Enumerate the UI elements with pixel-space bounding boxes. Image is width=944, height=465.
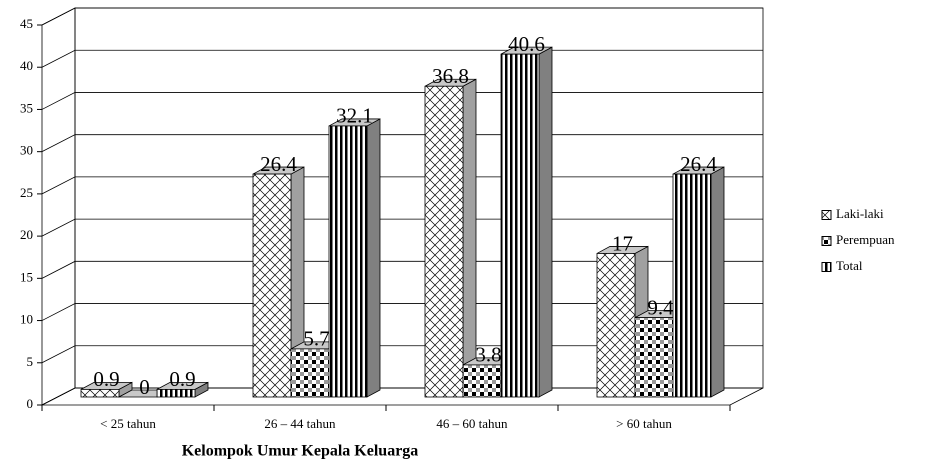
x-tick-label: 46 – 60 tahun [436,416,508,431]
bar-side [710,166,725,398]
x-tick-label: 26 – 44 tahun [264,416,336,431]
y-tick-label: 35 [20,100,33,115]
legend-swatch [821,210,832,220]
bar-side [538,46,553,398]
data-label: 26.4 [680,152,717,176]
legend-label: Total [836,258,863,273]
bar [328,125,368,398]
data-label: 26.4 [260,152,297,176]
legend-label: Perempuan [836,232,895,247]
grid-line [41,176,763,195]
data-label: 36.8 [432,64,469,88]
data-label: 0.9 [169,367,195,391]
y-tick-label: 20 [20,227,33,242]
legend-swatch [821,262,832,272]
bar [500,53,540,398]
y-tick-label: 30 [20,143,33,158]
y-tick-label: 0 [27,396,34,411]
x-tick-label: > 60 tahun [616,416,672,431]
data-label: 0.9 [93,367,119,391]
x-axis-title: Kelompok Umur Kepala Keluarga [182,443,419,460]
y-tick-label: 25 [20,185,33,200]
data-label: 9.4 [647,295,674,319]
grid-line [41,7,763,26]
y-tick-label: 40 [20,58,33,73]
grid-line [41,49,763,68]
data-label: 3.8 [475,343,501,367]
x-tick-label: < 25 tahun [100,416,156,431]
bar [462,364,502,398]
bar [252,173,292,398]
data-label: 0 [139,375,150,399]
bar [80,388,120,398]
left-wall [41,7,76,406]
bar-side [462,78,477,398]
bar [290,348,330,398]
legend-swatch [821,236,832,246]
data-label: 40.6 [508,32,545,56]
data-label: 32.1 [336,104,373,128]
grid-line [41,92,763,110]
bar [634,317,674,398]
grid-line [41,218,763,237]
bar [596,253,636,398]
bar [156,388,196,398]
legend-label: Laki-laki [836,206,884,221]
data-label: 17 [612,231,633,255]
bar [424,85,464,398]
y-tick-label: 15 [20,269,33,284]
bar-side [366,118,381,398]
y-tick-label: 10 [20,312,33,327]
grid-line [41,134,763,153]
data-label: 5.7 [303,327,329,351]
bar [672,173,712,398]
y-tick-label: 5 [27,354,34,369]
y-tick-label: 45 [20,16,33,31]
grid-line [41,260,763,279]
